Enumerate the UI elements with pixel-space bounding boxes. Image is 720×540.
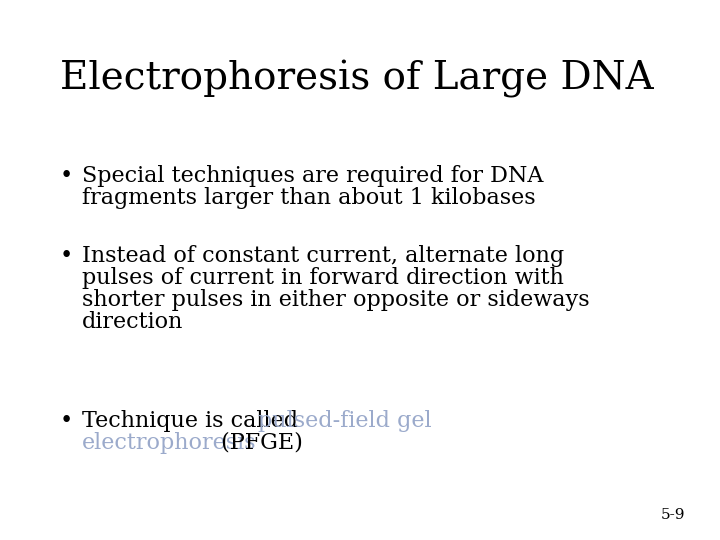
Text: fragments larger than about 1 kilobases: fragments larger than about 1 kilobases — [82, 187, 536, 209]
Text: (PFGE): (PFGE) — [214, 432, 303, 454]
Text: Technique is called: Technique is called — [82, 410, 305, 432]
Text: electrophoresis: electrophoresis — [82, 432, 256, 454]
Text: pulsed-field gel: pulsed-field gel — [258, 410, 431, 432]
Text: •: • — [60, 245, 73, 267]
Text: •: • — [60, 410, 73, 432]
Text: pulses of current in forward direction with: pulses of current in forward direction w… — [82, 267, 564, 289]
Text: •: • — [60, 165, 73, 187]
Text: Instead of constant current, alternate long: Instead of constant current, alternate l… — [82, 245, 564, 267]
Text: Special techniques are required for DNA: Special techniques are required for DNA — [82, 165, 544, 187]
Text: 5-9: 5-9 — [660, 508, 685, 522]
Text: shorter pulses in either opposite or sideways: shorter pulses in either opposite or sid… — [82, 289, 590, 311]
Text: direction: direction — [82, 311, 184, 333]
Text: Electrophoresis of Large DNA: Electrophoresis of Large DNA — [60, 60, 654, 98]
